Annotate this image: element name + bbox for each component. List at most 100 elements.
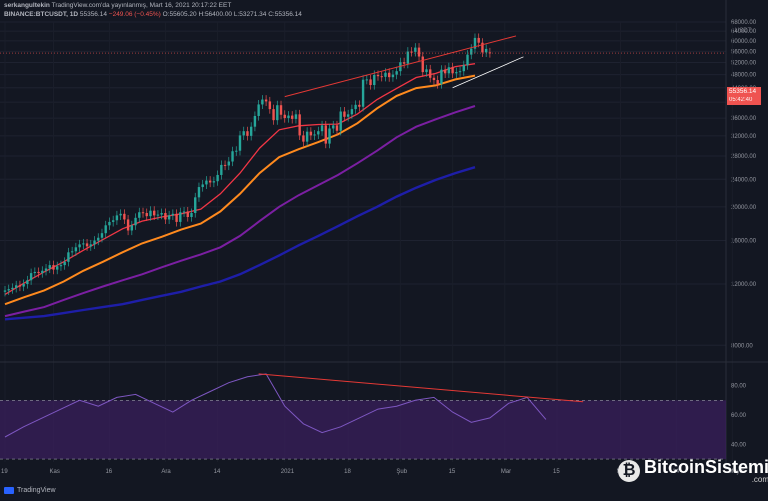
candle-body — [29, 273, 33, 281]
candle-body — [59, 265, 63, 267]
candle-body — [414, 47, 417, 52]
candle-body — [361, 79, 365, 107]
watermark-domain: .com — [751, 475, 768, 484]
candle-body — [246, 131, 249, 136]
candle-body — [149, 210, 152, 217]
candle-body — [119, 213, 122, 216]
high-value: H:56400.00 — [198, 11, 233, 18]
rsi-divergence-trendline — [258, 373, 584, 403]
price-tick-label: 48000.00 — [731, 73, 757, 79]
candle-body — [309, 131, 313, 136]
candle-body — [167, 215, 171, 220]
candle-body — [74, 247, 78, 252]
candle-body — [317, 131, 320, 135]
candle-body — [473, 37, 477, 49]
candle-body — [354, 104, 357, 110]
candle-body — [305, 131, 309, 142]
candle-body — [179, 212, 182, 222]
candle-body — [201, 184, 204, 188]
time-tick-label: 14 — [214, 469, 221, 475]
time-tick-label: Mar — [501, 469, 511, 475]
price-unit: USDT — [735, 28, 752, 34]
candle-body — [279, 105, 283, 115]
candle-body — [126, 219, 130, 231]
author-name[interactable]: serkangultekin — [4, 2, 50, 9]
candle-body — [26, 280, 29, 285]
candle-body — [11, 287, 14, 290]
symbol-name[interactable]: BINANCE:BTCUSDT, 1D — [4, 11, 79, 18]
candle-body — [160, 213, 163, 215]
support-trendline — [452, 56, 524, 89]
candle-body — [67, 252, 70, 262]
tradingview-mark-icon — [4, 487, 14, 494]
rsi-band — [0, 400, 726, 460]
candle-body — [481, 42, 484, 53]
candle-body — [175, 213, 178, 222]
candle-body — [164, 213, 167, 220]
candle-body — [302, 135, 305, 142]
candle-body — [205, 180, 208, 185]
time-tick-label: 18 — [344, 469, 351, 475]
candle-body — [52, 265, 55, 270]
low-value: L:53271.34 — [233, 11, 267, 18]
tradingview-logo[interactable]: TradingView — [4, 487, 56, 494]
candle-body — [276, 105, 279, 121]
symbol-info: BINANCE:BTCUSDT, 1D 55356.14 −249.06 (−0… — [4, 11, 302, 18]
candle-body — [223, 164, 227, 166]
candle-body — [41, 270, 44, 274]
candle-body — [257, 104, 260, 116]
candle-body — [115, 215, 119, 221]
watermark-name: BitcoinSistemi — [644, 457, 768, 477]
candle-body — [339, 111, 342, 131]
candle-body — [242, 131, 245, 136]
ema_short-line — [4, 63, 476, 295]
candle-body — [451, 67, 454, 74]
candle-body — [138, 212, 141, 218]
candle-body — [22, 284, 25, 287]
candle-body — [458, 71, 462, 73]
candle-body — [365, 79, 369, 81]
candle-body — [190, 213, 193, 217]
candle-body — [421, 56, 424, 73]
candle-body — [384, 72, 387, 77]
price-tick-label: 56000.00 — [731, 49, 757, 55]
resistance-trendline — [284, 35, 517, 98]
candle-body — [216, 174, 219, 182]
candle-body — [358, 104, 361, 107]
candle-body — [186, 211, 189, 217]
candle-body — [14, 285, 18, 288]
time-tick-label: Şub — [396, 469, 407, 475]
current-price: 55356.14 — [729, 88, 757, 95]
candle-body — [425, 69, 428, 73]
candle-body — [432, 77, 436, 81]
candle-body — [104, 225, 107, 234]
candle-body — [443, 69, 447, 74]
price-tick-label: 68000.00 — [731, 20, 757, 26]
candle-body — [108, 221, 111, 226]
time-tick-label: Kas — [49, 469, 59, 475]
price-tick-label: 12000.00 — [731, 282, 757, 288]
candle-body — [93, 240, 96, 245]
candle-body — [410, 51, 413, 53]
candle-body — [376, 74, 380, 77]
candle-body — [141, 212, 145, 214]
candle-body — [436, 80, 439, 85]
bar-countdown: 05:42:40 — [729, 97, 753, 103]
time-tick-label: Mayıs — [728, 469, 744, 475]
time-tick-label: 2021 — [281, 469, 295, 475]
price-tick-label: 64000.00 — [731, 29, 757, 35]
candle-body — [332, 125, 335, 129]
candle-body — [48, 265, 51, 269]
candle-body — [7, 289, 10, 291]
price-tick-label: 16000.00 — [731, 239, 757, 245]
candle-body — [470, 48, 473, 55]
candle-body — [97, 237, 100, 241]
candle-body — [261, 99, 264, 105]
candle-body — [100, 233, 104, 238]
candle-body — [484, 48, 488, 53]
price-change: −249.06 (−0.45%) — [108, 11, 161, 18]
candle-body — [369, 79, 372, 86]
price-tick-label: 36000.00 — [731, 116, 757, 122]
